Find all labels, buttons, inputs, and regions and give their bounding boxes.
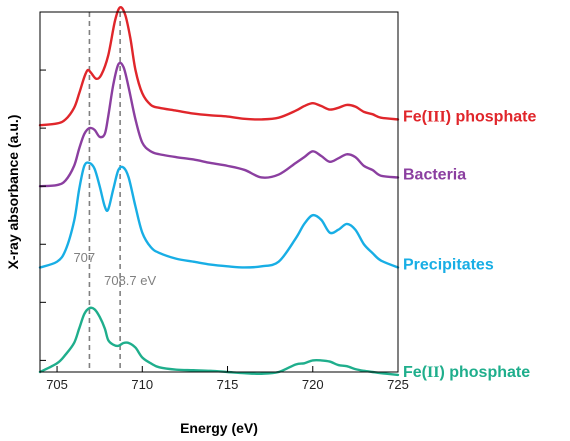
y-axis-title: X-ray absorbance (a.u.) <box>5 115 21 270</box>
series-line <box>38 6 400 127</box>
series-label: Bacteria <box>403 166 466 183</box>
series-label: Precipitates <box>403 256 494 273</box>
series-label-part: ) phosphate <box>446 108 537 125</box>
series-line <box>38 61 400 188</box>
x-tick-label: 705 <box>46 377 68 392</box>
series-line <box>38 161 400 269</box>
plot-frame <box>39 11 399 373</box>
series-label-part: III <box>427 108 446 125</box>
series-label-part: ) phosphate <box>439 364 530 381</box>
series-label-part: II <box>427 364 439 381</box>
series-label-part: Fe( <box>403 108 428 125</box>
x-axis-title: Energy (eV) <box>180 420 258 436</box>
reference-label: 708.7 eV <box>104 273 156 288</box>
series-label-part: Bacteria <box>403 166 466 183</box>
x-tick-label: 725 <box>387 377 409 392</box>
y-axis-ticks <box>40 69 46 361</box>
x-tick-label: 710 <box>131 377 153 392</box>
x-tick-label: 715 <box>217 377 239 392</box>
series-line <box>38 306 400 377</box>
reference-lines <box>88 12 121 372</box>
series-label-part: Precipitates <box>403 256 494 273</box>
series-label: Fe(III) phosphate <box>403 108 536 125</box>
x-tick-label: 720 <box>302 377 324 392</box>
x-axis-ticks: 705 710 715 720 725 <box>46 366 409 392</box>
series-label-part: Fe( <box>403 364 428 381</box>
series-labels: Fe(III) phosphateBacteriaPrecipitatesFe(… <box>403 108 536 380</box>
reference-labels: 707 708.7 eV <box>73 250 156 288</box>
reference-label: 707 <box>73 250 95 265</box>
series-label: Fe(II) phosphate <box>403 364 530 381</box>
series-lines <box>38 6 400 377</box>
